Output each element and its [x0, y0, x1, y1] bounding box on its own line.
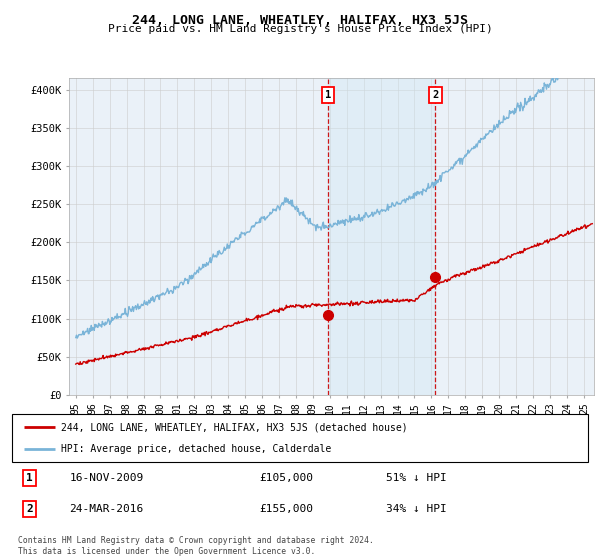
- Text: £105,000: £105,000: [260, 473, 314, 483]
- Text: HPI: Average price, detached house, Calderdale: HPI: Average price, detached house, Cald…: [61, 444, 331, 454]
- Text: 244, LONG LANE, WHEATLEY, HALIFAX, HX3 5JS (detached house): 244, LONG LANE, WHEATLEY, HALIFAX, HX3 5…: [61, 422, 407, 432]
- Bar: [328, 78, 436, 395]
- Text: 1: 1: [26, 473, 32, 483]
- Text: Contains HM Land Registry data © Crown copyright and database right 2024.
This d: Contains HM Land Registry data © Crown c…: [18, 536, 374, 556]
- Text: 2: 2: [26, 504, 32, 514]
- Text: 16-NOV-2009: 16-NOV-2009: [70, 473, 144, 483]
- Text: 34% ↓ HPI: 34% ↓ HPI: [386, 504, 447, 514]
- Text: 24-MAR-2016: 24-MAR-2016: [70, 504, 144, 514]
- Text: Price paid vs. HM Land Registry's House Price Index (HPI): Price paid vs. HM Land Registry's House …: [107, 24, 493, 34]
- Text: £155,000: £155,000: [260, 504, 314, 514]
- Text: 2: 2: [432, 90, 439, 100]
- Text: 51% ↓ HPI: 51% ↓ HPI: [386, 473, 447, 483]
- Text: 1: 1: [325, 90, 331, 100]
- Text: 244, LONG LANE, WHEATLEY, HALIFAX, HX3 5JS: 244, LONG LANE, WHEATLEY, HALIFAX, HX3 5…: [132, 14, 468, 27]
